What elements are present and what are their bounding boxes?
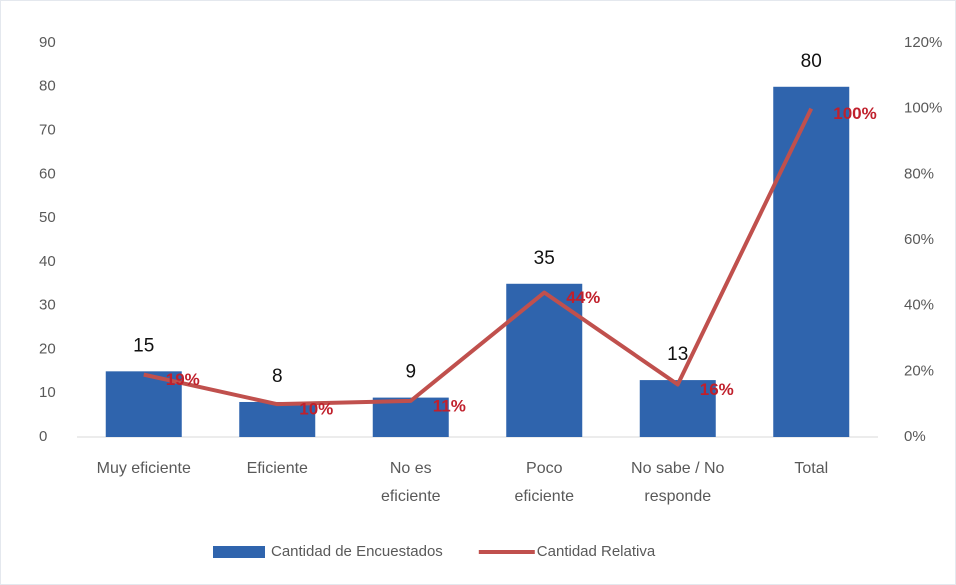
y-tick-label: 40 (39, 253, 56, 270)
y-tick-label: 30 (39, 297, 56, 314)
y-tick-label: 80 (39, 78, 56, 95)
bar-label: 15 (133, 335, 154, 356)
y-tick-label: 70 (39, 122, 56, 139)
y2-tick-label: 40% (904, 297, 934, 314)
x-tick-label: Muy eficiente (96, 460, 191, 477)
line-label: 19% (166, 370, 200, 389)
y-tick-label: 90 (39, 34, 56, 51)
y-tick-label: 60 (39, 165, 56, 182)
y2-tick-label: 20% (904, 362, 934, 379)
legend-label: Cantidad Relativa (537, 543, 656, 560)
line-label: 100% (833, 104, 876, 123)
bar (639, 380, 716, 437)
legend-swatch (213, 546, 265, 558)
bar (105, 371, 182, 437)
y-tick-label: 20 (39, 340, 56, 357)
bar-label: 8 (272, 366, 283, 387)
legend-label: Cantidad de Encuestados (271, 543, 443, 560)
y-tick-label: 10 (39, 384, 56, 401)
x-tick-label: No sabe / No responde (631, 460, 725, 505)
y2-tick-label: 100% (904, 100, 942, 117)
line-label: 10% (299, 400, 333, 419)
y2-tick-label: 80% (904, 165, 934, 182)
bar-label: 35 (534, 248, 555, 269)
y-tick-label: 50 (39, 209, 56, 226)
line (143, 107, 814, 407)
x-tick-label: Poco eficiente (514, 460, 575, 505)
bar (239, 401, 316, 437)
line-label: 16% (700, 380, 734, 399)
line-label: 44% (566, 288, 600, 307)
x-tick-label: No es eficiente (380, 460, 441, 505)
y2-tick-label: 0% (904, 428, 926, 445)
bar (773, 86, 850, 438)
line-label: 11% (433, 396, 466, 415)
bar-label: 80 (801, 51, 822, 72)
y-tick-label: 0 (39, 428, 47, 445)
x-tick-label: Total (794, 460, 829, 477)
bar-label: 13 (667, 344, 688, 365)
x-tick-label: Eficiente (246, 460, 308, 477)
y2-tick-label: 60% (904, 231, 934, 248)
y2-tick-label: 120% (904, 34, 942, 51)
bar (372, 397, 449, 437)
bar-label: 9 (405, 362, 416, 383)
